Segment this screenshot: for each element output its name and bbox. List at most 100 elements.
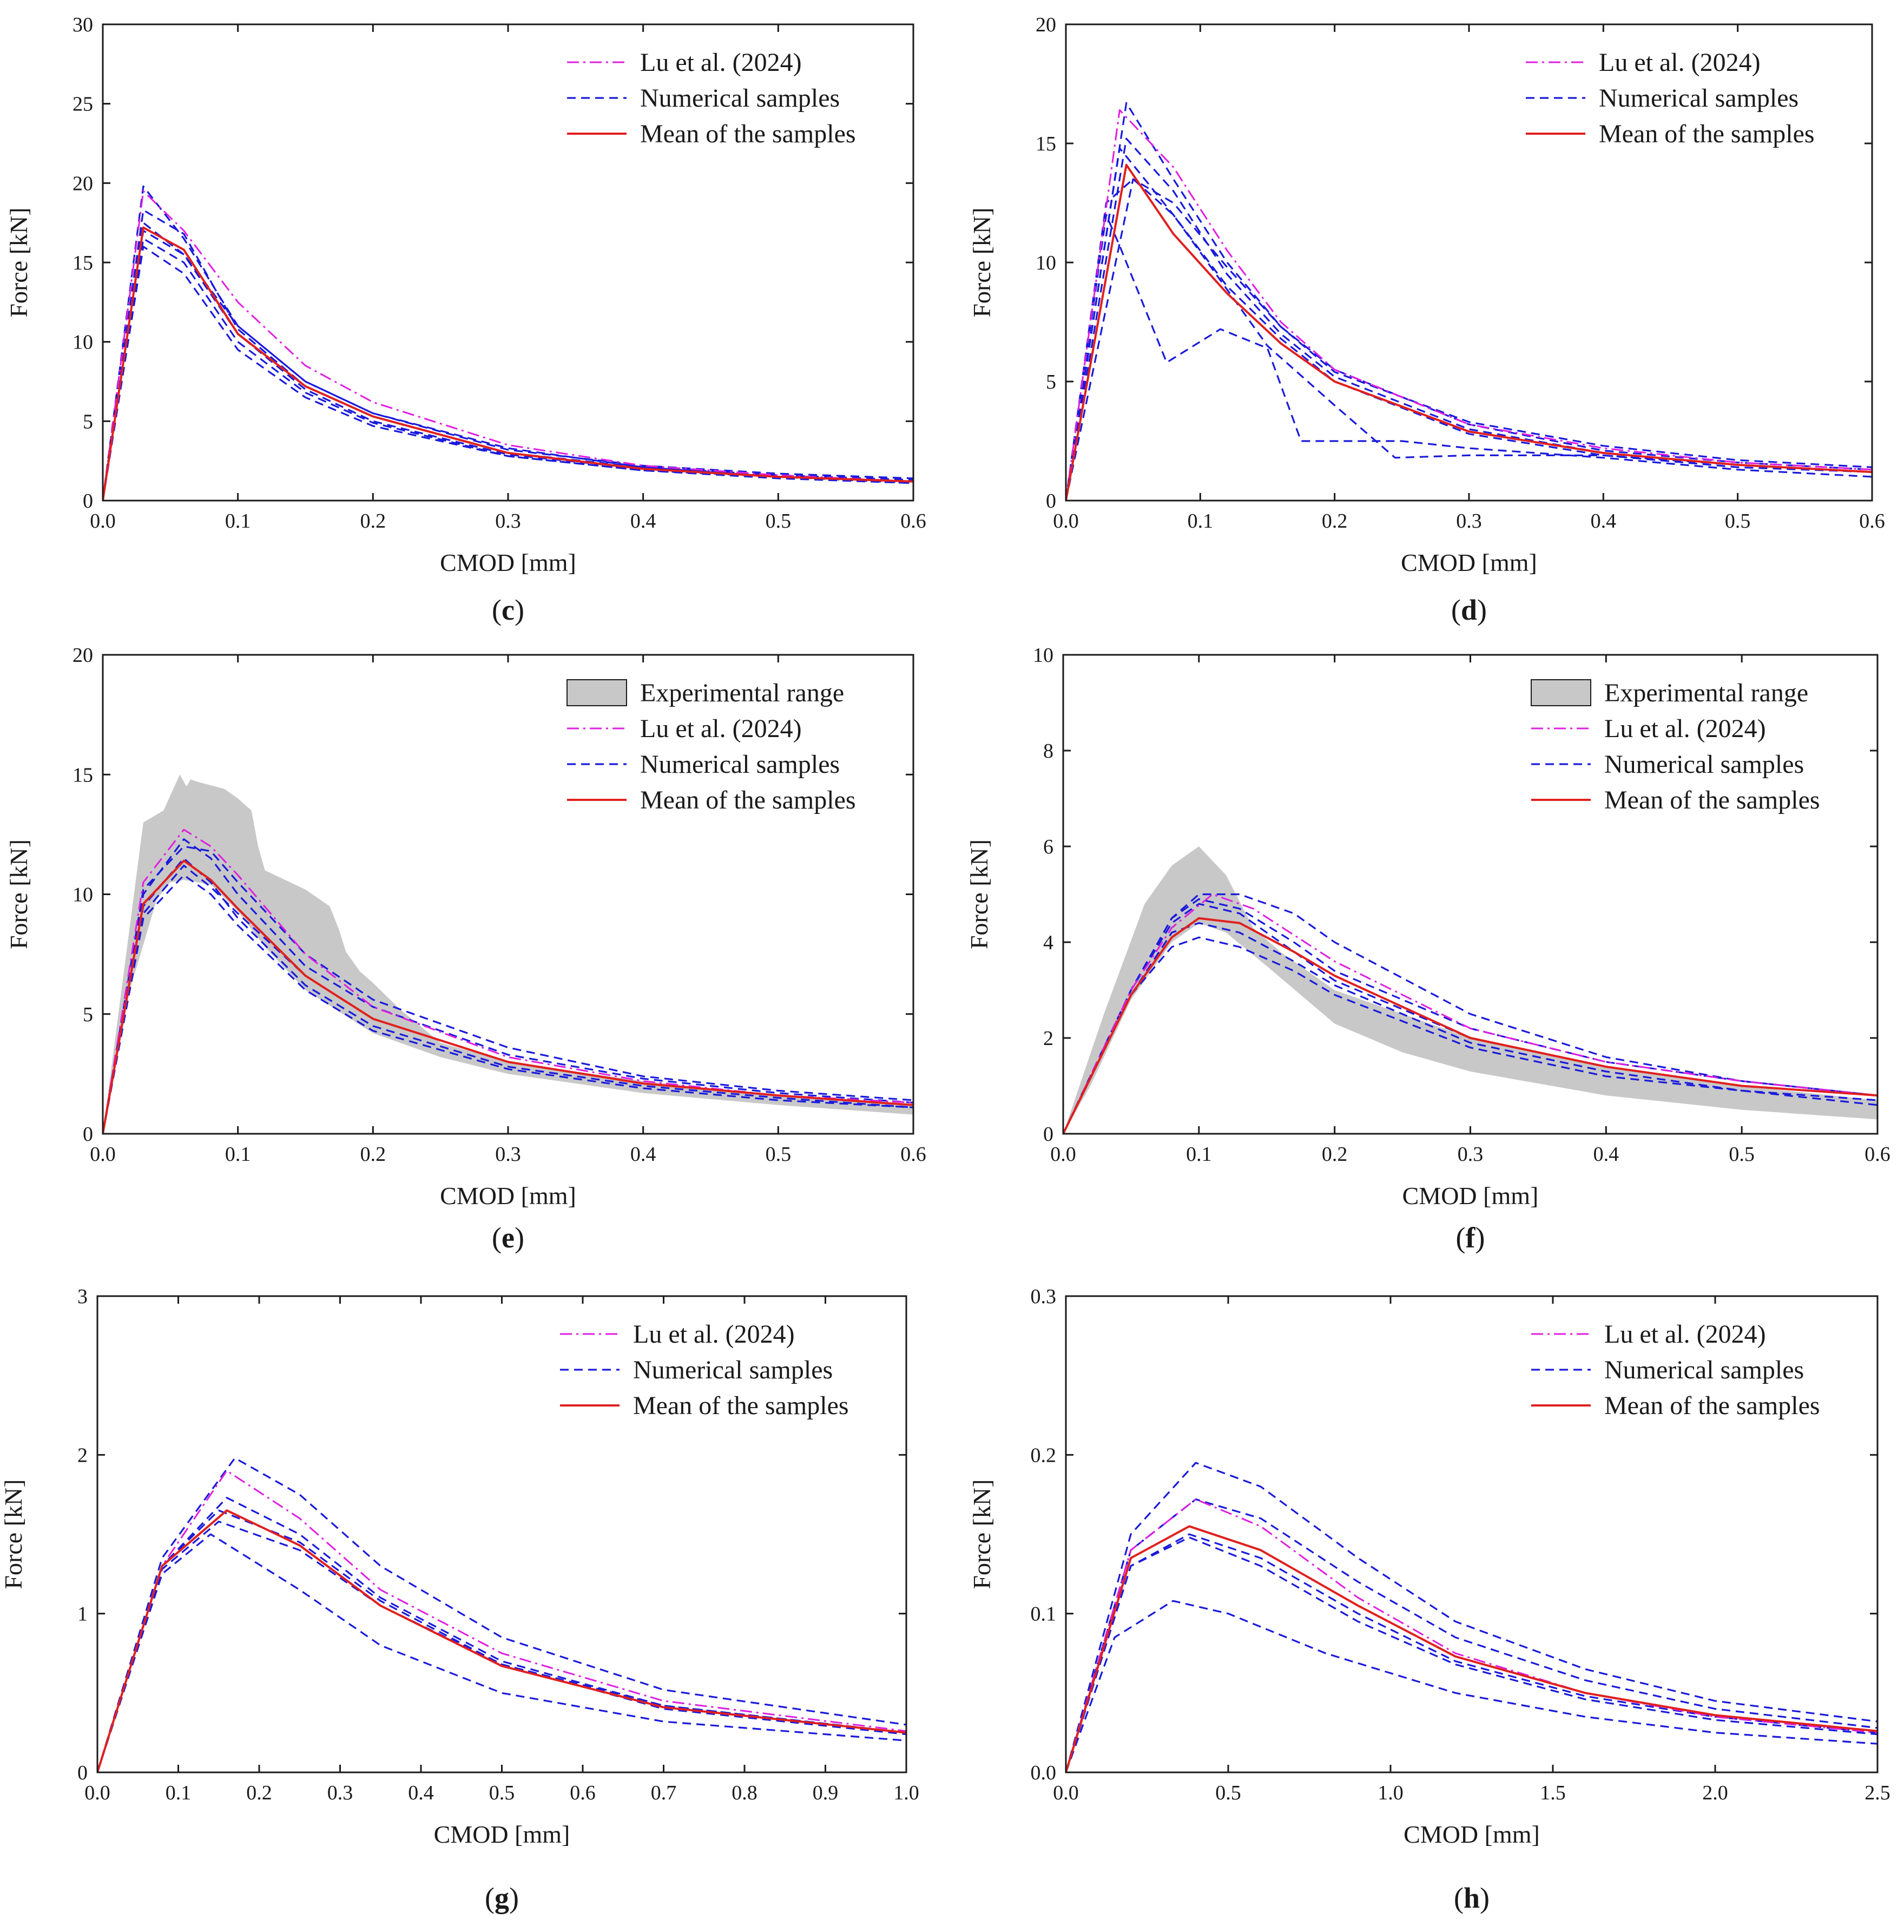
- numerical-sample-line-6: [1066, 178, 1872, 501]
- numerical-sample-line-3: [103, 874, 913, 1134]
- x-tick-label: 0.4: [630, 1143, 656, 1166]
- legend-label: Numerical samples: [1604, 1356, 1804, 1384]
- x-tick-label: 0.0: [90, 510, 116, 533]
- lu-2024-line: [1066, 109, 1872, 501]
- x-tick-label: 0.3: [495, 1143, 521, 1166]
- y-tick-label: 10: [73, 331, 93, 354]
- legend-label: Numerical samples: [1604, 750, 1804, 779]
- x-tick-label: 0.2: [1322, 1143, 1348, 1166]
- legend-label: Lu et al. (2024): [1604, 714, 1766, 743]
- numerical-sample-line-5: [103, 864, 913, 1134]
- mean-line: [1063, 917, 1877, 1134]
- y-tick-label: 15: [1036, 133, 1056, 155]
- legend-label: Mean of the samples: [1599, 120, 1815, 148]
- y-axis-title: Force [kN]: [5, 839, 32, 949]
- numerical-sample-line-5: [1063, 898, 1877, 1134]
- y-tick-label: 0: [83, 490, 93, 512]
- legend-label: Mean of the samples: [640, 120, 856, 148]
- legend-label: Lu et al. (2024): [633, 1320, 795, 1349]
- x-tick-label: 0.4: [630, 510, 656, 533]
- legend-label: Lu et al. (2024): [640, 714, 802, 743]
- numerical-sample-line-3: [1063, 936, 1877, 1134]
- y-tick-label: 6: [1043, 836, 1053, 858]
- y-tick-label: 1: [77, 1603, 88, 1626]
- x-axis-title: CMOD [mm]: [440, 549, 576, 576]
- y-tick-label: 0.2: [1031, 1444, 1057, 1467]
- legend-label: Mean of the samples: [1604, 786, 1820, 814]
- panel-label-f: (f): [1456, 1221, 1485, 1254]
- y-tick-label: 20: [1036, 14, 1056, 36]
- mean-line: [103, 859, 913, 1134]
- y-tick-label: 20: [73, 172, 93, 195]
- panel-d: 0.0 0.1 0.2 0.3 0.4 0.5 0.6 0 5 10 15 20 CMOD [mm] Fo…: [968, 14, 1885, 626]
- y-tick-label: 10: [1033, 644, 1053, 667]
- x-tick-label: 0.3: [1458, 1143, 1484, 1166]
- lu-2024-line: [97, 1470, 906, 1772]
- x-tick-label: 0.0: [84, 1782, 110, 1804]
- y-tick-label: 10: [73, 884, 93, 906]
- lu-2024-line: [103, 190, 913, 501]
- legend-swatch-experimental-range: [566, 679, 627, 706]
- legend-label: Lu et al. (2024): [1599, 48, 1761, 77]
- y-axis-title: Force [kN]: [5, 207, 32, 317]
- numerical-sample-line-4: [103, 845, 913, 1134]
- numerical-sample-line-4: [1066, 137, 1872, 501]
- legend: Lu et al. (2024) Numerical samples Mean of…: [560, 1320, 849, 1420]
- y-tick-label: 8: [1043, 740, 1053, 763]
- legend-label: Numerical samples: [640, 750, 840, 779]
- numerical-sample-line-1: [1066, 1462, 1877, 1772]
- panel-label-g: (g): [485, 1882, 519, 1914]
- legend: Lu et al. (2024) Numerical samples Mean of…: [1531, 1320, 1820, 1420]
- panel-label-d: (d): [1451, 594, 1487, 626]
- y-axis-title: Force [kN]: [0, 1479, 27, 1589]
- panel-h: 0.0 0.5 1.0 1.5 2.0 2.5 0.0 0.1 0.2 0.3 CMOD [mm] F…: [968, 1285, 1890, 1914]
- numerical-sample-line-3: [1066, 178, 1872, 501]
- x-tick-label: 0.1: [1186, 1143, 1212, 1166]
- numerical-sample-line-6: [103, 229, 913, 501]
- y-tick-label: 0.1: [1031, 1603, 1057, 1626]
- legend: Lu et al. (2024) Numerical samples Mean of…: [1526, 48, 1815, 148]
- legend-label: Mean of the samples: [633, 1391, 849, 1420]
- numerical-sample-line-5: [1066, 1533, 1877, 1772]
- x-tick-label: 0.6: [900, 1143, 926, 1166]
- x-tick-label: 0.8: [732, 1782, 757, 1804]
- x-tick-label: 0.1: [1188, 510, 1214, 533]
- y-tick-label: 3: [77, 1285, 88, 1308]
- y-tick-label: 5: [83, 1003, 93, 1026]
- x-tick-label: 0.4: [1591, 510, 1617, 533]
- numerical-sample-line-2: [1066, 1600, 1877, 1772]
- y-tick-label: 30: [73, 14, 93, 36]
- x-tick-label: 0.1: [225, 1143, 251, 1166]
- y-tick-label: 0: [1043, 1123, 1053, 1146]
- numerical-sample-line-5: [1066, 147, 1872, 501]
- panel-g: 0.0 0.1 0.2 0.3 0.4 0.5 0.6 0.7 0.8 0.9 1.0 0 1 2 3 CMO…: [0, 1285, 919, 1914]
- plot-area: [97, 1457, 906, 1772]
- x-tick-label: 0.5: [766, 1143, 792, 1166]
- panel-e: 0.0 0.1 0.2 0.3 0.4 0.5 0.6 0 5 10 15 20 CMOD [mm] Fo…: [5, 644, 926, 1254]
- x-tick-label: 0.5: [1729, 1143, 1755, 1166]
- x-tick-label: 0.9: [813, 1782, 839, 1804]
- legend-swatch-experimental-range: [1531, 679, 1591, 706]
- x-tick-label: 0.6: [570, 1782, 596, 1804]
- y-tick-label: 0: [83, 1123, 93, 1146]
- lu-2024-line: [1066, 1498, 1877, 1772]
- y-tick-label: 10: [1036, 252, 1056, 274]
- legend-label: Mean of the samples: [640, 786, 856, 814]
- x-tick-label: 0.5: [1215, 1782, 1241, 1804]
- legend: Experimental range Lu et al. (2024) Numeri…: [566, 679, 856, 814]
- numerical-sample-line-4: [1066, 1498, 1877, 1772]
- x-tick-label: 0.6: [900, 510, 926, 533]
- numerical-sample-line-1: [1066, 102, 1872, 501]
- legend-label: Lu et al. (2024): [640, 48, 802, 77]
- x-axis-title: CMOD [mm]: [1402, 1182, 1539, 1210]
- legend-label: Numerical samples: [640, 84, 840, 113]
- x-tick-label: 1.0: [1378, 1782, 1404, 1804]
- x-tick-label: 0.2: [246, 1782, 272, 1804]
- x-tick-label: 0.4: [1593, 1143, 1619, 1166]
- y-axis-title: Force [kN]: [968, 1479, 996, 1589]
- y-tick-label: 15: [73, 764, 93, 786]
- x-tick-label: 0.5: [1725, 510, 1751, 533]
- legend-label: Experimental range: [1604, 679, 1808, 707]
- legend: Experimental range Lu et al. (2024) Numeri…: [1531, 679, 1820, 814]
- x-tick-label: 2.0: [1702, 1782, 1728, 1804]
